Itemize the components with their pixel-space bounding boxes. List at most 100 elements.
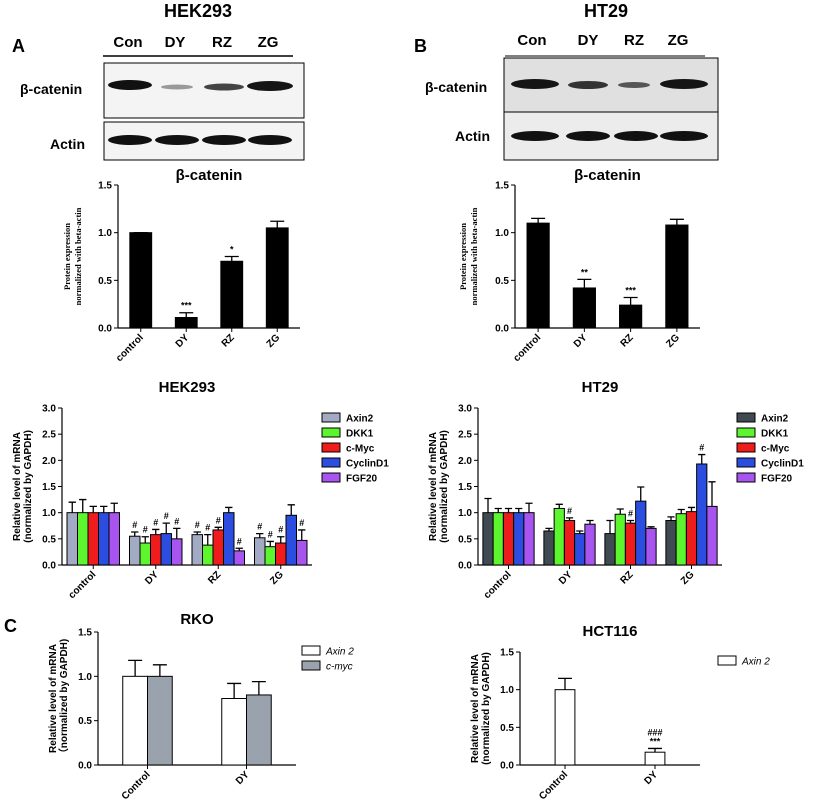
lane-label: RZ — [212, 34, 232, 51]
error-bar — [484, 497, 492, 513]
legend-swatch — [717, 655, 737, 666]
lane-label: Con — [517, 32, 546, 49]
error-bar — [193, 531, 201, 535]
y-axis-label: （normalized by GAPDH) — [57, 639, 70, 758]
legend-swatch — [301, 645, 321, 656]
y-axis-label: Relative level of mRNA — [428, 432, 439, 541]
error-bar — [504, 507, 513, 513]
lane-label: DY — [578, 32, 599, 49]
bar — [98, 512, 110, 566]
annotation: # — [132, 520, 137, 530]
x-tick-label: RZ — [220, 332, 237, 349]
x-tick-label: Control — [120, 769, 153, 802]
error-bar — [698, 453, 706, 464]
error-bar — [708, 481, 716, 507]
error-bar — [637, 486, 645, 502]
x-tick-label: DY — [557, 569, 575, 587]
y-axis-label: normalized with beta-actin — [73, 207, 83, 305]
error-bar — [648, 747, 662, 753]
chart-title: HCT116 — [582, 623, 637, 640]
band — [247, 81, 293, 91]
error-bar — [494, 507, 502, 513]
band — [660, 79, 708, 89]
error-bar — [214, 526, 222, 530]
lane-label: Con — [113, 34, 142, 51]
legend-swatch — [736, 457, 756, 468]
bar — [574, 533, 586, 566]
x-tick-label: DY — [143, 569, 161, 587]
band — [202, 135, 246, 145]
y-tick-label: 2.5 — [458, 430, 472, 441]
bar — [108, 512, 120, 566]
error-bar — [179, 312, 194, 318]
panel-label: C — [4, 616, 17, 636]
bar — [66, 512, 78, 566]
y-tick-label: 0.0 — [495, 324, 509, 335]
error-bar — [89, 505, 97, 513]
bar — [150, 534, 162, 566]
band — [511, 131, 559, 141]
annotation: *** — [181, 301, 192, 311]
bar — [635, 500, 647, 566]
legend-label: c-myc — [326, 662, 353, 673]
error-bar — [266, 540, 274, 547]
error-bar — [256, 532, 264, 538]
annotation: # — [268, 529, 273, 539]
y-tick-label: 2.5 — [42, 430, 56, 441]
y-tick-label: 3.0 — [458, 404, 472, 415]
error-bar — [162, 522, 170, 534]
y-tick-label: 0.5 — [495, 276, 509, 287]
bar — [644, 751, 666, 766]
x-tick-label: ZG — [268, 569, 286, 587]
y-tick-label: 1.5 — [98, 181, 112, 192]
error-bar — [204, 533, 212, 546]
bar — [523, 512, 535, 566]
y-tick-label: 2.0 — [458, 456, 472, 467]
legend-swatch — [321, 412, 341, 423]
bar — [129, 232, 153, 329]
legend-swatch — [321, 472, 341, 483]
annotation: # — [205, 523, 210, 533]
bar — [492, 512, 504, 566]
y-tick-label: 1.5 — [458, 482, 472, 493]
bar — [212, 529, 224, 566]
y-tick-label: 0.0 — [42, 561, 56, 572]
bar — [246, 694, 272, 766]
x-tick-label: control — [512, 332, 544, 364]
y-tick-label: 0.5 — [42, 534, 56, 545]
annotation: # — [257, 522, 262, 532]
error-bar — [287, 504, 295, 516]
legend-label: c-Myc — [346, 444, 375, 455]
band — [248, 135, 292, 145]
bar — [221, 698, 247, 766]
error-bar — [227, 682, 242, 699]
annotation: ### — [647, 727, 662, 737]
annotation: # — [174, 516, 179, 526]
bar — [220, 260, 244, 329]
y-tick-label: 1.0 — [495, 228, 509, 239]
error-bar — [647, 526, 655, 529]
bar — [296, 539, 308, 566]
band — [155, 135, 199, 145]
row-label: β-catenin — [425, 79, 487, 95]
panel-label: A — [12, 36, 25, 56]
error-bar — [152, 664, 167, 677]
bar — [513, 512, 525, 566]
band — [108, 135, 152, 145]
bar — [706, 505, 718, 566]
bar — [122, 675, 148, 766]
legend-label: Axin2 — [346, 414, 374, 425]
error-bar — [616, 508, 624, 515]
y-axis-label: Protein expression — [62, 223, 72, 290]
chart-title: β-catenin — [574, 167, 641, 184]
x-tick-label: control — [67, 569, 99, 601]
error-bar — [277, 536, 285, 544]
legend-label: CyclinD1 — [346, 459, 389, 470]
annotation: # — [699, 443, 704, 453]
error-bar — [586, 519, 594, 525]
annotation: # — [237, 536, 242, 546]
y-tick-label: 0.0 — [98, 324, 112, 335]
bar — [202, 544, 214, 566]
annotation: # — [299, 518, 304, 528]
y-axis-label: (normalized by GAPDH) — [481, 652, 492, 765]
